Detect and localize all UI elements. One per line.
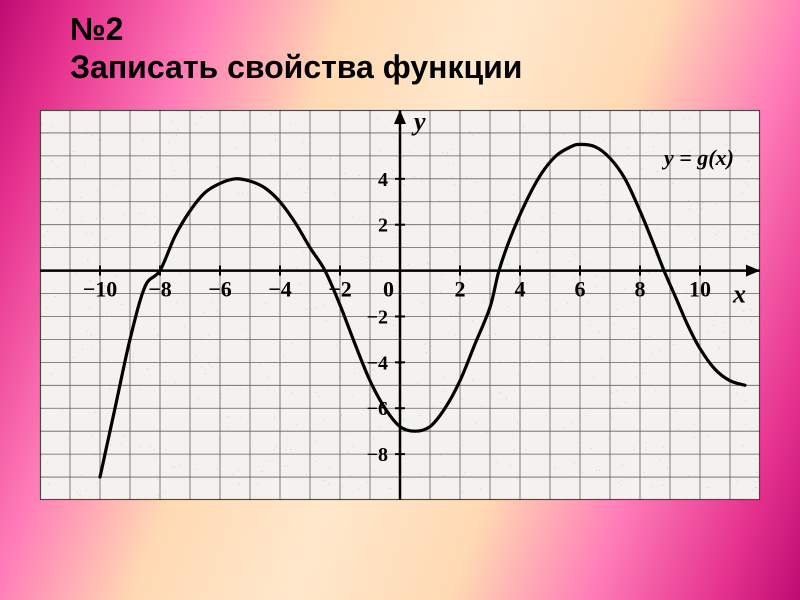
function-chart: −10−8−6−4−2024681042−2−4−6−8xyy = g(x) (40, 110, 760, 500)
svg-text:−8: −8 (148, 277, 172, 302)
svg-text:0: 0 (383, 277, 394, 302)
svg-text:4: 4 (378, 169, 388, 191)
svg-text:−4: −4 (367, 352, 388, 374)
title-line-2: Записать свойства функции (70, 48, 522, 86)
svg-text:−6: −6 (208, 277, 232, 302)
svg-text:6: 6 (575, 277, 586, 302)
svg-text:−4: −4 (268, 277, 292, 302)
svg-text:y = g(x): y = g(x) (661, 145, 734, 170)
svg-text:x: x (732, 280, 746, 309)
svg-text:4: 4 (515, 277, 526, 302)
svg-text:−2: −2 (367, 306, 388, 328)
slide-title: №2 Записать свойства функции (70, 10, 522, 87)
title-line-1: №2 (70, 10, 522, 48)
svg-text:10: 10 (689, 277, 711, 302)
svg-text:−10: −10 (83, 277, 118, 302)
slide: №2 Записать свойства функции −10 −8 −6 −4 −2… (0, 0, 800, 600)
svg-text:2: 2 (455, 277, 466, 302)
svg-text:−8: −8 (367, 444, 388, 466)
chart-panel: −10−8−6−4−2024681042−2−4−6−8xyy = g(x) (40, 110, 760, 500)
svg-text:8: 8 (635, 277, 646, 302)
svg-text:2: 2 (378, 215, 388, 237)
svg-text:y: y (411, 110, 426, 136)
